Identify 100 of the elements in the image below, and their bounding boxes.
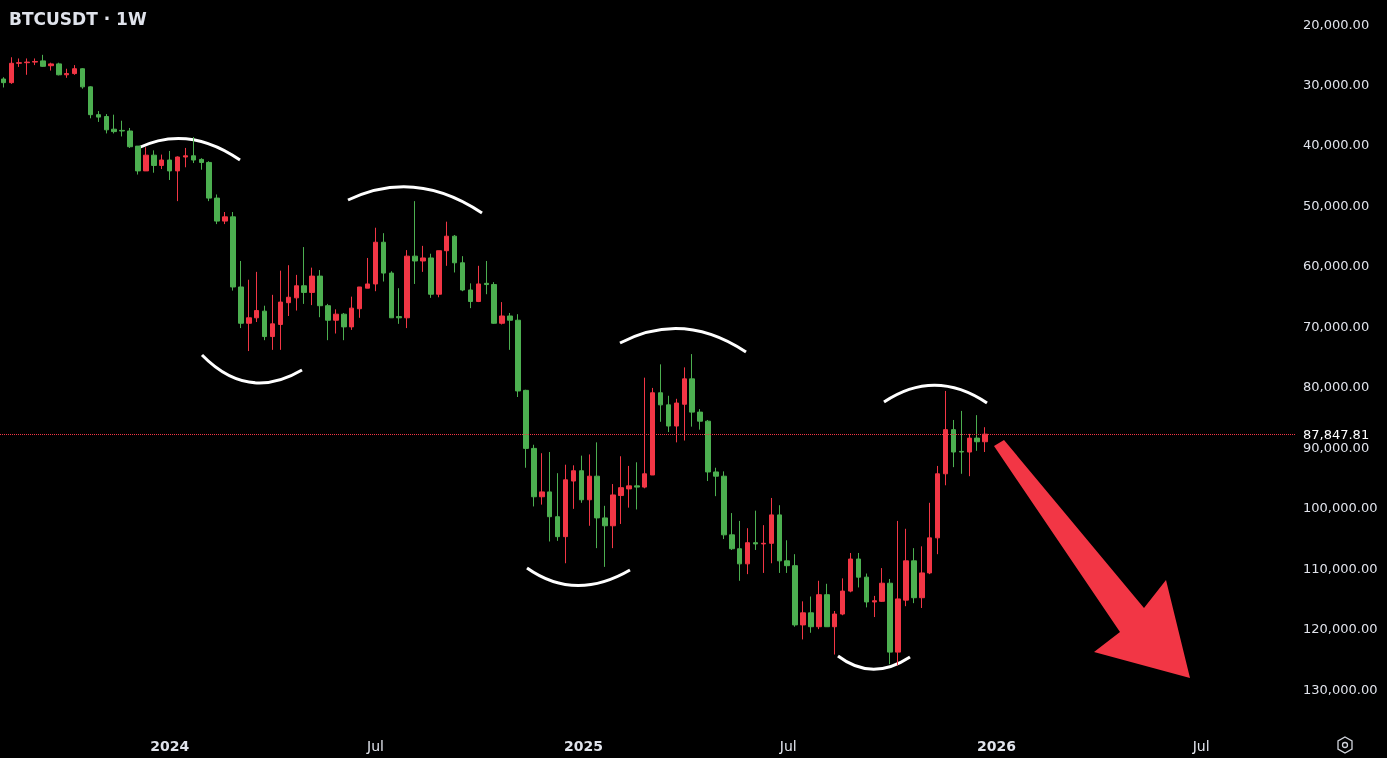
candlestick bbox=[357, 286, 362, 319]
candlestick bbox=[515, 313, 521, 398]
candlestick bbox=[16, 57, 22, 68]
candlestick bbox=[800, 600, 806, 640]
candlestick bbox=[792, 553, 798, 628]
candlestick bbox=[887, 578, 893, 665]
y-tick-label: 110,000.00 bbox=[1303, 560, 1378, 576]
y-tick-label: 30,000.00 bbox=[1303, 76, 1370, 92]
y-tick-label: 20,000.00 bbox=[1303, 16, 1370, 32]
candlestick bbox=[1, 76, 6, 88]
candlestick bbox=[104, 113, 109, 134]
candlestick bbox=[587, 453, 592, 527]
candlestick bbox=[254, 271, 259, 323]
candlestick bbox=[610, 483, 616, 549]
candlestick bbox=[317, 269, 323, 318]
x-tick-label: Jul bbox=[1191, 738, 1210, 754]
x-tick-label: 2024 bbox=[150, 738, 190, 754]
candlestick bbox=[959, 410, 964, 475]
candlestick bbox=[444, 221, 449, 267]
candlestick bbox=[159, 154, 164, 170]
candlestick bbox=[301, 246, 307, 305]
y-tick-label: 120,000.00 bbox=[1303, 621, 1378, 637]
x-tick-label: 2026 bbox=[976, 738, 1016, 754]
candlestick bbox=[879, 567, 885, 603]
candlestick bbox=[151, 149, 157, 174]
candlestick bbox=[579, 455, 584, 504]
candlestick bbox=[840, 577, 845, 616]
candlestick bbox=[270, 294, 275, 351]
ref-line-label: 87,847.81 bbox=[1303, 426, 1370, 442]
candlestick bbox=[294, 274, 299, 312]
candlestick bbox=[262, 305, 267, 341]
candlestick bbox=[64, 68, 69, 79]
candlestick bbox=[761, 524, 766, 574]
candlestick bbox=[911, 547, 917, 604]
candlestick bbox=[895, 520, 901, 666]
candlestick bbox=[594, 441, 600, 549]
candlestick bbox=[697, 408, 703, 431]
candlestick bbox=[974, 414, 980, 452]
candlestick bbox=[96, 110, 101, 123]
candlestick bbox=[428, 253, 434, 299]
candlestick bbox=[721, 470, 727, 540]
candlestick bbox=[547, 451, 552, 542]
candlestick bbox=[230, 211, 236, 292]
candlestick bbox=[856, 552, 861, 588]
candlestick bbox=[919, 545, 925, 609]
candlestick bbox=[523, 389, 529, 469]
candlestick bbox=[167, 150, 172, 181]
candlestick bbox=[832, 610, 837, 656]
candlestick bbox=[135, 145, 141, 176]
candlestick bbox=[436, 250, 442, 298]
candlestick bbox=[531, 444, 537, 507]
candlestick bbox=[238, 260, 244, 329]
candlestick bbox=[468, 282, 473, 309]
candlestick bbox=[618, 455, 624, 525]
candlestick bbox=[381, 232, 386, 283]
candlestick bbox=[40, 54, 46, 68]
candlestick bbox=[191, 136, 196, 164]
candlestick bbox=[571, 464, 576, 510]
candlestick bbox=[420, 245, 426, 273]
candlestick bbox=[373, 227, 378, 292]
candlestick bbox=[199, 157, 204, 171]
candlestick bbox=[111, 114, 117, 134]
candlestick bbox=[903, 528, 909, 607]
candlestick bbox=[499, 301, 505, 325]
x-tick-label: Jul bbox=[366, 738, 384, 754]
candlestick bbox=[808, 596, 814, 634]
candlestick bbox=[412, 200, 418, 285]
candlestick bbox=[56, 62, 62, 76]
candlestick bbox=[539, 452, 545, 506]
candlestick bbox=[333, 308, 339, 335]
y-tick-label: 80,000.00 bbox=[1303, 379, 1370, 395]
candlestick bbox=[183, 147, 188, 168]
candlestick bbox=[507, 312, 513, 351]
candlestick bbox=[491, 281, 497, 325]
candlestick bbox=[666, 395, 671, 433]
y-tick-label: 70,000.00 bbox=[1303, 318, 1370, 334]
candlestick bbox=[88, 85, 93, 119]
candlestick bbox=[745, 527, 750, 575]
candlestick bbox=[24, 57, 30, 76]
candlestick bbox=[278, 270, 283, 351]
candlestick bbox=[705, 419, 711, 482]
candlestick bbox=[626, 465, 632, 509]
candlestick bbox=[864, 573, 869, 608]
candlestick bbox=[325, 303, 331, 341]
candlestick bbox=[286, 264, 291, 317]
candlestick bbox=[341, 312, 347, 341]
candlestick bbox=[484, 260, 489, 295]
candlestick bbox=[769, 497, 774, 564]
candlestick bbox=[206, 160, 212, 202]
candlestick bbox=[777, 504, 782, 574]
candlestick bbox=[816, 580, 822, 630]
x-tick-label: 2025 bbox=[564, 738, 604, 754]
candlestick bbox=[452, 234, 457, 273]
candlestick bbox=[753, 510, 758, 551]
candlestick bbox=[404, 249, 410, 329]
candlestick bbox=[309, 267, 315, 306]
candlestick bbox=[222, 211, 228, 225]
candlestick bbox=[602, 505, 608, 568]
candlestick bbox=[460, 255, 465, 292]
candlestick bbox=[9, 56, 14, 85]
